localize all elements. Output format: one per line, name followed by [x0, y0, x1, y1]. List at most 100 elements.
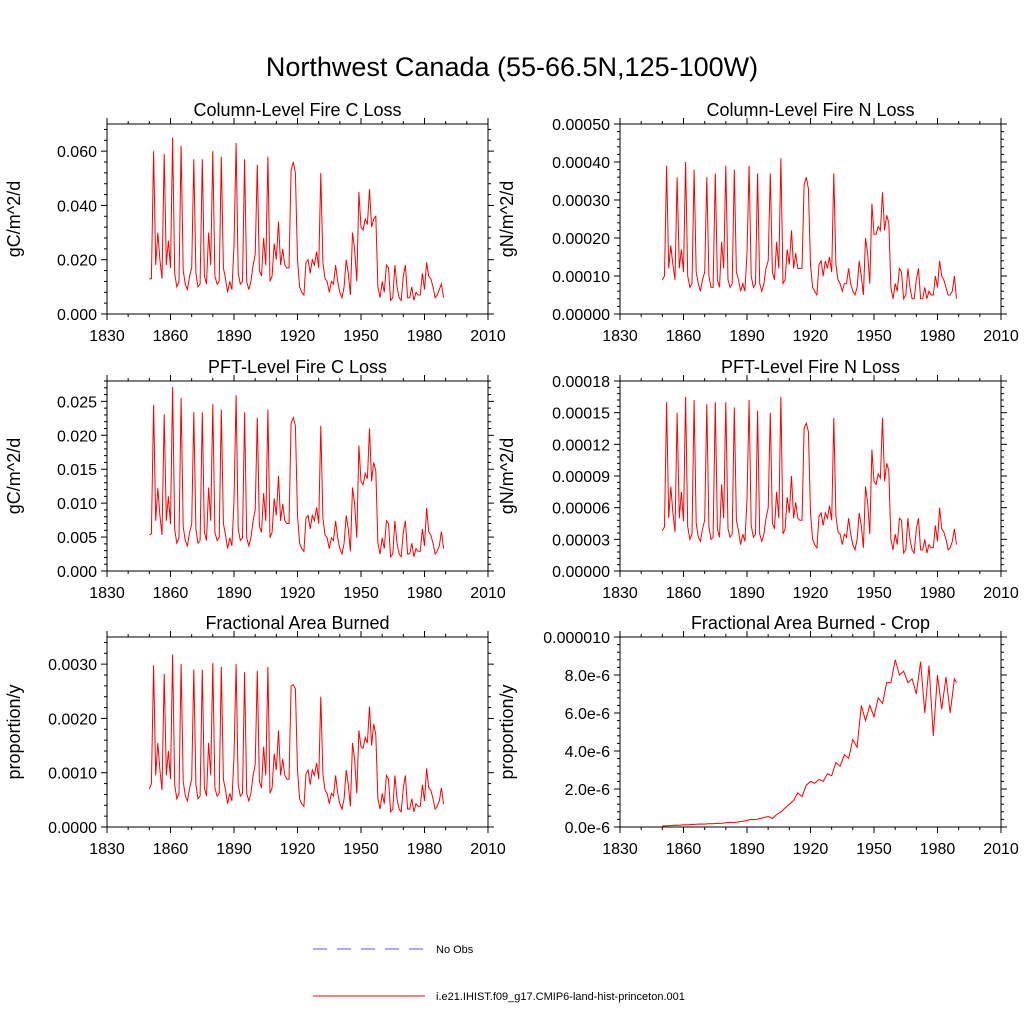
y-axis-label: proportion/y	[497, 684, 517, 779]
x-tick-label: 1950	[856, 328, 892, 345]
x-tick-label: 2010	[470, 585, 506, 602]
y-tick-label: 0.000010	[543, 630, 610, 647]
series-line-1	[661, 396, 957, 555]
x-tick-label: 1980	[407, 585, 443, 602]
x-tick-label: 1890	[216, 328, 252, 345]
x-tick-label: 2010	[470, 328, 506, 345]
series-line-1	[148, 654, 445, 814]
x-tick-label: 1920	[280, 585, 316, 602]
legend-label-model-run: i.e21.IHIST.f09_g17.CMIP6-land-hist-prin…	[436, 991, 685, 1003]
x-tick-label: 1830	[602, 585, 638, 602]
y-tick-label: 4.0e-6	[565, 744, 610, 761]
y-tick-label: 0.0000	[48, 820, 97, 837]
y-tick-label: 0.025	[57, 394, 97, 411]
y-tick-label: 0.015	[57, 462, 97, 479]
y-tick-label: 0.00018	[552, 374, 610, 391]
series-line-1	[149, 387, 445, 559]
y-tick-label: 0.020	[57, 428, 97, 445]
y-tick-label: 0.00000	[552, 564, 610, 581]
y-axis-label: gN/m^2/d	[497, 438, 517, 514]
y-tick-label: 0.00040	[552, 155, 610, 172]
x-tick-label: 1890	[729, 328, 765, 345]
chart-panel-6: Fractional Area Burned - Crop 1830 1860 189…	[497, 613, 1019, 858]
x-tick-label: 1890	[216, 841, 252, 858]
y-tick-label: 0.0020	[48, 711, 97, 728]
y-tick-label: 0.00010	[552, 269, 610, 286]
x-tick-label: 1890	[216, 585, 252, 602]
y-tick-label: 0.00020	[552, 231, 610, 248]
y-tick-label: 0.00012	[552, 437, 610, 454]
x-tick-label: 1920	[280, 328, 316, 345]
y-tick-label: 0.005	[57, 530, 97, 547]
x-tick-label: 1950	[856, 841, 892, 858]
y-tick-label: 8.0e-6	[565, 668, 610, 685]
x-tick-label: 1860	[153, 328, 189, 345]
x-tick-label: 1950	[343, 841, 379, 858]
main-title: Northwest Canada (55-66.5N,125-100W)	[266, 52, 758, 82]
y-tick-label: 0.040	[57, 198, 97, 215]
panel-title: Column-Level Fire N Loss	[706, 100, 914, 120]
panel-title: PFT-Level Fire N Loss	[721, 357, 900, 377]
chart-panel-4: PFT-Level Fire N Loss 1830 1860 1890 1920 195…	[497, 357, 1019, 602]
series-line-1	[149, 137, 445, 302]
x-tick-label: 1980	[920, 328, 956, 345]
x-tick-label: 1890	[729, 841, 765, 858]
y-tick-label: 6.0e-6	[565, 706, 610, 723]
panel-title: Fractional Area Burned	[205, 613, 389, 633]
x-tick-label: 1860	[153, 585, 189, 602]
y-tick-label: 0.0010	[48, 766, 97, 783]
x-tick-label: 1830	[89, 328, 125, 345]
x-tick-label: 1830	[602, 841, 638, 858]
y-tick-label: 0.00000	[552, 307, 610, 324]
y-axis-label: gC/m^2/d	[4, 438, 24, 514]
x-tick-label: 1830	[602, 328, 638, 345]
chart-panel-2: Column-Level Fire N Loss 1830 1860 1890 1920…	[497, 100, 1019, 345]
y-tick-label: 0.00003	[552, 532, 610, 549]
y-tick-label: 0.00009	[552, 469, 610, 486]
y-axis-label: gN/m^2/d	[497, 181, 517, 257]
chart-panel-3: PFT-Level Fire C Loss 1830 1860 1890 1920 195…	[4, 357, 506, 602]
series-line-1	[661, 158, 957, 301]
panel-title: Column-Level Fire C Loss	[193, 100, 401, 120]
y-tick-label: 0.000	[57, 564, 97, 581]
chart-panels: Column-Level Fire C Loss 1830 1860 1890 1920…	[4, 100, 1019, 858]
x-tick-label: 1980	[920, 841, 956, 858]
x-tick-label: 1830	[89, 585, 125, 602]
y-axis-label: gC/m^2/d	[4, 181, 24, 257]
y-tick-label: 0.010	[57, 496, 97, 513]
y-tick-label: 0.000	[57, 307, 97, 324]
y-tick-label: 0.020	[57, 253, 97, 270]
series-line-1	[662, 659, 957, 827]
x-tick-label: 1920	[280, 841, 316, 858]
y-tick-label: 0.00030	[552, 193, 610, 210]
y-tick-label: 0.0030	[48, 657, 97, 674]
x-tick-label: 1890	[729, 585, 765, 602]
chart-panel-1: Column-Level Fire C Loss 1830 1860 1890 1920…	[4, 100, 506, 345]
x-tick-label: 1920	[793, 585, 829, 602]
x-tick-label: 2010	[983, 841, 1019, 858]
x-tick-label: 2010	[470, 841, 506, 858]
x-tick-label: 1860	[666, 841, 702, 858]
x-tick-label: 1920	[793, 841, 829, 858]
x-tick-label: 1950	[343, 585, 379, 602]
x-tick-label: 1860	[153, 841, 189, 858]
x-tick-label: 1950	[856, 585, 892, 602]
x-tick-label: 1860	[666, 585, 702, 602]
y-tick-label: 0.00006	[552, 501, 610, 518]
panel-title: Fractional Area Burned - Crop	[691, 613, 930, 633]
x-tick-label: 1950	[343, 328, 379, 345]
legend-label-no-obs: No Obs	[436, 944, 474, 956]
y-tick-label: 0.060	[57, 144, 97, 161]
y-tick-label: 2.0e-6	[565, 782, 610, 799]
y-tick-label: 0.0e-6	[565, 820, 610, 837]
panel-title: PFT-Level Fire C Loss	[208, 357, 387, 377]
x-tick-label: 1860	[666, 328, 702, 345]
chart-panel-5: Fractional Area Burned 1830 1860 1890 1920 19…	[4, 613, 506, 858]
x-tick-label: 1980	[920, 585, 956, 602]
x-tick-label: 1830	[89, 841, 125, 858]
x-tick-label: 1920	[793, 328, 829, 345]
y-tick-label: 0.00015	[552, 406, 610, 423]
x-tick-label: 1980	[407, 841, 443, 858]
y-tick-label: 0.00050	[552, 117, 610, 134]
